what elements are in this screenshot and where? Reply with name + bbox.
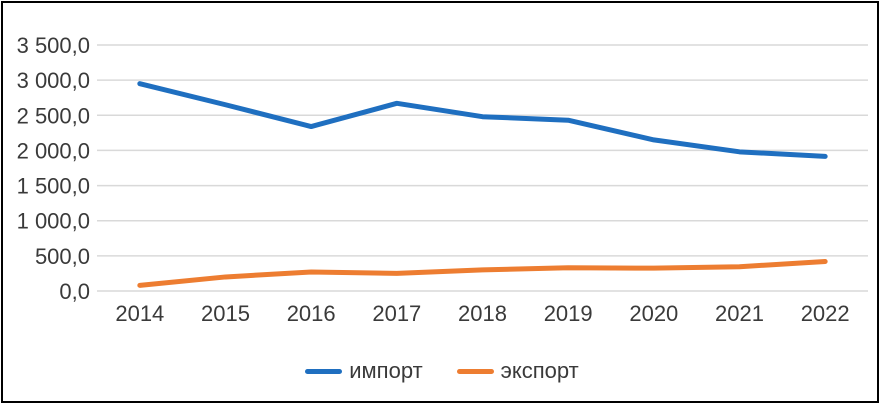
legend-label-export: экспорт: [500, 358, 579, 383]
y-axis-tick-label: 500,0: [35, 244, 90, 269]
y-axis-tick-label: 2 000,0: [17, 138, 90, 163]
series-line-import: [137, 81, 828, 159]
export-line-swatch: [456, 368, 494, 374]
legend-item-export: экспорт: [456, 358, 579, 383]
x-axis-tick-label: 2018: [458, 301, 507, 326]
y-axis-tick-label: 1 000,0: [17, 209, 90, 234]
import-line-swatch: [305, 368, 343, 374]
y-axis-tick-label: 0,0: [59, 279, 90, 304]
x-axis-tick-label: 2016: [287, 301, 336, 326]
x-axis-tick-label: 2019: [544, 301, 593, 326]
y-axis-tick-label: 1 500,0: [17, 174, 90, 199]
x-axis-tick-label: 2021: [715, 301, 764, 326]
x-axis-tick-label: 2014: [115, 301, 164, 326]
series-line-export: [137, 258, 828, 288]
y-axis-tick-label: 2 500,0: [17, 103, 90, 128]
y-axis-tick-label: 3 500,0: [17, 33, 90, 58]
x-axis-tick-label: 2017: [372, 301, 421, 326]
x-axis-tick-label: 2015: [201, 301, 250, 326]
y-axis-tick-label: 3 000,0: [17, 68, 90, 93]
legend-item-import: импорт: [305, 358, 423, 383]
x-axis-tick-label: 2022: [801, 301, 850, 326]
x-axis-tick-label: 2020: [629, 301, 678, 326]
legend-label-import: импорт: [349, 358, 423, 383]
chart-legend: импорт экспорт: [0, 360, 884, 382]
